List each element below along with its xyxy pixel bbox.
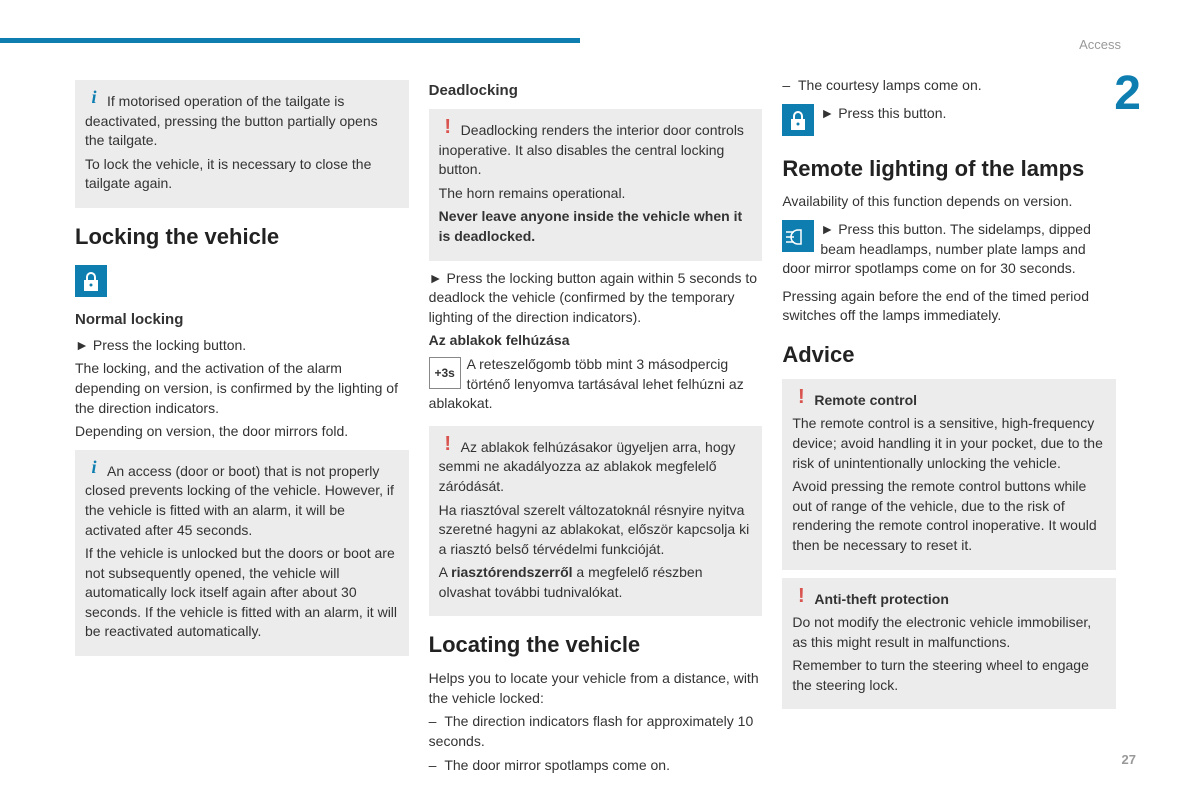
body-text: Depending on version, the door mirrors f…	[75, 422, 409, 442]
heading-locating-vehicle: Locating the vehicle	[429, 630, 763, 661]
header-section-label: Access	[1079, 36, 1121, 54]
lock-icon	[75, 265, 107, 297]
body-text: ►Press the locking button.	[75, 336, 409, 356]
list-item: – The direction indicators flash for app…	[429, 712, 763, 751]
warning-text: Ha riasztóval szerelt változatoknál résn…	[439, 501, 753, 560]
heading-advice: Advice	[782, 340, 1116, 371]
column-3: – The courtesy lamps come on. ►Press thi…	[782, 72, 1116, 779]
top-accent-bar	[0, 38, 580, 43]
page-number: 27	[1122, 751, 1136, 769]
warning-text: Do not modify the electronic vehicle imm…	[792, 613, 1106, 652]
body-text: ►Press this button. The sidelamps, dippe…	[782, 220, 1116, 279]
info-text: An access (door or boot) that is not pro…	[85, 462, 399, 540]
warning-title: Remote control	[792, 391, 1106, 411]
warning-text: The horn remains operational.	[439, 184, 753, 204]
warning-box-deadlocking: ! Deadlocking renders the interior door …	[429, 109, 763, 261]
warning-box-remote-control: ! Remote control The remote control is a…	[782, 379, 1116, 570]
warning-text: A riasztórendszerről a megfelelő részben…	[439, 563, 753, 602]
warning-icon: !	[792, 586, 810, 606]
icon-text-block: ►Press this button.	[782, 100, 1116, 140]
warning-text: Avoid pressing the remote control button…	[792, 477, 1106, 555]
warning-box-anti-theft: ! Anti-theft protection Do not modify th…	[782, 578, 1116, 710]
info-icon: i	[85, 458, 103, 476]
warning-icon: !	[439, 117, 457, 137]
warning-box-windows: ! Az ablakok felhúzásakor ügyeljen arra,…	[429, 426, 763, 617]
arrow-icon: ►	[429, 269, 443, 289]
column-2: Deadlocking ! Deadlocking renders the in…	[429, 72, 763, 779]
body-text: Helps you to locate your vehicle from a …	[429, 669, 763, 708]
list-item: – The door mirror spotlamps come on.	[429, 756, 763, 776]
warning-text: Remember to turn the steering wheel to e…	[792, 656, 1106, 695]
lock-icon	[782, 104, 814, 136]
arrow-icon: ►	[820, 104, 834, 124]
icon-text-block: +3s A reteszelőgomb több mint 3 másodper…	[429, 355, 763, 418]
chapter-number: 2	[1114, 60, 1141, 127]
heading-locking-vehicle: Locking the vehicle	[75, 222, 409, 253]
info-icon: i	[85, 88, 103, 106]
info-text: To lock the vehicle, it is necessary to …	[85, 155, 399, 194]
headlamp-icon	[782, 220, 814, 252]
info-text: If motorised operation of the tailgate i…	[85, 92, 399, 151]
warning-title: Anti-theft protection	[792, 590, 1106, 610]
heading-deadlocking: Deadlocking	[429, 80, 763, 101]
info-text: If the vehicle is unlocked but the doors…	[85, 544, 399, 642]
warning-text-bold: Never leave anyone inside the vehicle wh…	[439, 207, 753, 246]
subheading-windows: Az ablakok felhúzása	[429, 331, 763, 351]
body-text: A reteszelőgomb több mint 3 másodpercig …	[429, 355, 763, 414]
arrow-icon: ►	[820, 220, 834, 240]
heading-normal-locking: Normal locking	[75, 309, 409, 330]
info-box-tailgate: i If motorised operation of the tailgate…	[75, 80, 409, 208]
warning-text: Az ablakok felhúzásakor ügyeljen arra, h…	[439, 438, 753, 497]
warning-text: Deadlocking renders the interior door co…	[439, 121, 753, 180]
icon-text-block: ►Press this button. The sidelamps, dippe…	[782, 216, 1116, 283]
heading-remote-lighting: Remote lighting of the lamps	[782, 154, 1116, 185]
body-text: Availability of this function depends on…	[782, 192, 1116, 212]
info-box-access: i An access (door or boot) that is not p…	[75, 450, 409, 656]
body-text: ►Press the locking button again within 5…	[429, 269, 763, 328]
body-text: The locking, and the activation of the a…	[75, 359, 409, 418]
content-columns: i If motorised operation of the tailgate…	[75, 72, 1116, 779]
warning-icon: !	[439, 434, 457, 454]
body-text: Pressing again before the end of the tim…	[782, 287, 1116, 326]
body-text: ►Press this button.	[782, 104, 1116, 124]
warning-text: The remote control is a sensitive, high-…	[792, 414, 1106, 473]
list-item: – The courtesy lamps come on.	[782, 76, 1116, 96]
warning-icon: !	[792, 387, 810, 407]
plus-3s-icon: +3s	[429, 357, 461, 389]
arrow-icon: ►	[75, 336, 89, 356]
column-1: i If motorised operation of the tailgate…	[75, 72, 409, 779]
